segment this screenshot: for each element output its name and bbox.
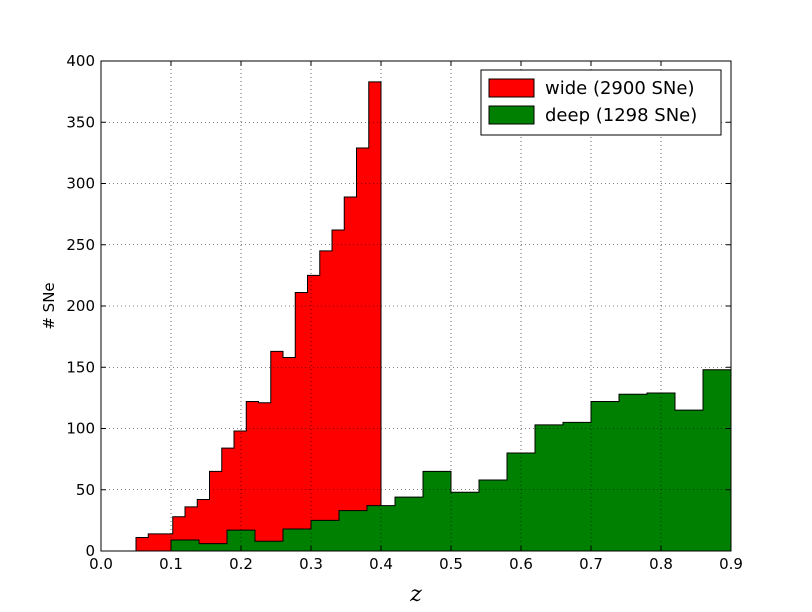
histogram-bar [307, 275, 320, 552]
histogram-bar [674, 409, 704, 552]
plot-frame [100, 60, 732, 552]
histogram-bar [331, 229, 345, 552]
histogram-bar [282, 357, 296, 552]
histogram-bar [254, 540, 284, 552]
histogram-bar [534, 424, 564, 552]
histogram-bar [368, 81, 382, 552]
y-tick-label: 400 [66, 52, 95, 70]
histogram-bar [246, 401, 259, 552]
histogram-bar [422, 471, 452, 552]
histogram-bar [506, 452, 536, 552]
y-tick-label: 250 [66, 236, 95, 254]
x-tick-label: 0.3 [299, 555, 323, 573]
histogram-bar [344, 196, 357, 552]
x-tick-label: 0.8 [649, 555, 673, 573]
histogram-bar [338, 510, 368, 552]
histogram-bar [590, 401, 620, 552]
x-tick-label: 0.0 [89, 555, 113, 573]
x-tick-label: 0.4 [369, 555, 393, 573]
histogram-bar [295, 292, 308, 552]
histogram-bar [319, 250, 333, 552]
histogram-bar [478, 479, 508, 552]
x-tick-label: 0.9 [719, 555, 743, 573]
y-tick-label: 350 [66, 113, 95, 131]
x-tick-label: 0.6 [509, 555, 533, 573]
y-tick-label: 0 [85, 542, 95, 560]
x-tick-label: 0.1 [159, 555, 183, 573]
histogram-bar [356, 147, 369, 552]
y-axis-label: # SNe [40, 282, 58, 329]
histogram-bar [702, 369, 732, 552]
legend-label: wide (2900 SNe) [545, 78, 694, 99]
histogram-bar [170, 539, 200, 552]
histogram-bar [148, 533, 161, 552]
histogram-bar [450, 491, 480, 552]
legend-swatch [488, 78, 535, 98]
histogram-bar [310, 520, 340, 552]
histogram-bar [282, 528, 312, 552]
histogram-bar [209, 471, 222, 552]
histogram-bar [270, 351, 284, 552]
x-axis-label: z [409, 582, 422, 607]
x-tick-label: 0.5 [439, 555, 463, 573]
y-tick-label: 100 [66, 420, 95, 438]
legend-swatch [488, 105, 535, 125]
x-tick-label: 0.7 [579, 555, 603, 573]
histogram-bar [198, 543, 228, 552]
histogram-bar [562, 422, 592, 552]
y-tick-label: 300 [66, 175, 95, 193]
y-tick-label: 200 [66, 297, 95, 315]
histogram-bar [258, 402, 271, 552]
histogram-bar [394, 496, 424, 552]
y-tick-label: 150 [66, 358, 95, 376]
step-outline [135, 81, 382, 551]
histogram-bar [135, 537, 149, 552]
y-tick-label: 50 [76, 481, 95, 499]
histogram-bar [646, 392, 676, 552]
x-tick-label: 0.2 [229, 555, 253, 573]
legend-label: deep (1298 SNe) [545, 105, 697, 126]
histogram-bar [618, 393, 648, 552]
histogram-bar [366, 505, 396, 552]
